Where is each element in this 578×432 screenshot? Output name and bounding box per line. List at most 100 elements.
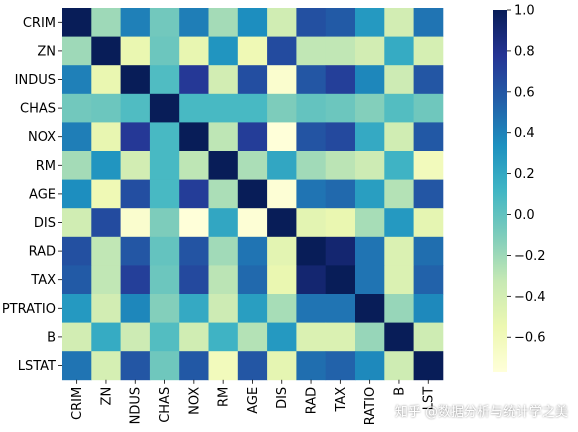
heatmap-cell-ptratio-rm <box>208 294 239 323</box>
heatmap-cell-nox-lstat <box>413 122 444 152</box>
colorbar-tick-label: −0.6 <box>514 331 546 346</box>
heatmap-cell-tax-nox <box>179 265 209 295</box>
heatmap-cell-tax-dis <box>267 265 297 295</box>
heatmap-cell-crim-tax <box>325 8 356 37</box>
heatmap-cell-lstat-rad <box>296 351 327 381</box>
heatmap-cell-rad-rad <box>296 236 327 266</box>
heatmap-cell-dis-chas <box>149 208 180 238</box>
heatmap-cell-zn-rm <box>208 36 239 66</box>
heatmap-cell-indus-tax <box>325 65 356 95</box>
heatmap-cell-rm-age <box>237 151 268 180</box>
y-tick-label: LSTAT <box>18 359 56 374</box>
heatmap-cell-crim-rad <box>296 8 327 37</box>
heatmap-cell-age-crim <box>62 179 92 209</box>
y-tick-label: PTRATIO <box>2 302 56 317</box>
heatmap-cell-nox-zn <box>91 122 121 152</box>
heatmap-cell-chas-tax <box>325 93 356 123</box>
heatmap-cell-dis-dis <box>267 208 297 238</box>
heatmap-cell-ptratio-lstat <box>413 294 444 323</box>
heatmap-cell-tax-b <box>384 265 414 295</box>
heatmap-cell-age-rad <box>296 179 327 209</box>
heatmap-cell-rm-dis <box>267 151 297 180</box>
heatmap-cell-ptratio-crim <box>62 294 92 323</box>
heatmap-cell-zn-nox <box>179 36 209 66</box>
heatmap-cell-b-dis <box>267 322 297 352</box>
watermark: 知乎 @数据分析与统计学之美 <box>394 405 568 420</box>
heatmap-cell-dis-lstat <box>413 208 444 238</box>
y-tick-label: INDUS <box>15 73 56 88</box>
heatmap-cell-crim-ptratio <box>355 8 385 37</box>
heatmap-cell-rad-crim <box>62 236 92 266</box>
heatmap-cell-crim-rm <box>208 8 239 37</box>
heatmap-cell-nox-indus <box>120 122 151 152</box>
x-tick-label: DIS <box>275 387 290 409</box>
y-tick-label: DIS <box>34 216 56 231</box>
heatmap-cell-indus-indus <box>120 65 151 95</box>
heatmap-cell-zn-chas <box>149 36 180 66</box>
heatmap-cell-lstat-tax <box>325 351 356 381</box>
heatmap-cell-lstat-age <box>237 351 268 381</box>
heatmap-cell-age-zn <box>91 179 121 209</box>
heatmap-cell-chas-zn <box>91 93 121 123</box>
heatmap-cell-ptratio-b <box>384 294 414 323</box>
heatmap-cell-b-indus <box>120 322 151 352</box>
heatmap-cell-zn-crim <box>62 36 92 66</box>
heatmap-cell-crim-nox <box>179 8 209 37</box>
colorbar-tick-label: −0.4 <box>514 290 546 305</box>
heatmap-cell-age-chas <box>149 179 180 209</box>
heatmap-cell-lstat-zn <box>91 351 121 381</box>
heatmap-cell-chas-ptratio <box>355 93 385 123</box>
heatmap-cell-ptratio-age <box>237 294 268 323</box>
heatmap-cell-tax-tax <box>325 265 356 295</box>
heatmap-cell-b-chas <box>149 322 180 352</box>
heatmap-cell-indus-chas <box>149 65 180 95</box>
x-tick-label: TAX <box>334 387 349 413</box>
heatmap-cell-dis-ptratio <box>355 208 385 238</box>
heatmap-cell-age-age <box>237 179 268 209</box>
heatmap-cell-nox-crim <box>62 122 92 152</box>
heatmap-cell-b-rm <box>208 322 239 352</box>
heatmap-cell-rm-crim <box>62 151 92 180</box>
heatmap-cell-ptratio-nox <box>179 294 209 323</box>
colorbar-tick-label: −0.2 <box>514 249 546 264</box>
colorbar-tick-label: 0.8 <box>514 44 535 59</box>
x-tick-label: RAD <box>305 387 320 414</box>
heatmap-cell-lstat-dis <box>267 351 297 381</box>
heatmap-cell-ptratio-dis <box>267 294 297 323</box>
heatmap-cell-indus-zn <box>91 65 121 95</box>
heatmap-cell-zn-indus <box>120 36 151 66</box>
heatmap-cell-ptratio-zn <box>91 294 121 323</box>
heatmap-cell-chas-crim <box>62 93 92 123</box>
heatmap-cell-zn-tax <box>325 36 356 66</box>
x-tick-label: LST <box>422 387 437 410</box>
heatmap-cell-rad-lstat <box>413 236 444 266</box>
heatmap-cell-rad-ptratio <box>355 236 385 266</box>
heatmap-cell-dis-rad <box>296 208 327 238</box>
heatmap-cell-lstat-b <box>384 351 414 381</box>
x-tick-label: RM <box>217 387 232 407</box>
heatmap-cell-nox-ptratio <box>355 122 385 152</box>
heatmap-cell-b-crim <box>62 322 92 352</box>
heatmap-cell-b-rad <box>296 322 327 352</box>
heatmap-cell-ptratio-rad <box>296 294 327 323</box>
x-tick-label: NOX <box>187 387 202 415</box>
heatmap-cell-rm-b <box>384 151 414 180</box>
heatmap-cell-lstat-crim <box>62 351 92 381</box>
heatmap-cell-rm-indus <box>120 151 151 180</box>
heatmap-cell-chas-lstat <box>413 93 444 123</box>
heatmap-cell-rm-rad <box>296 151 327 180</box>
heatmap-cell-crim-age <box>237 8 268 37</box>
heatmap-cell-zn-age <box>237 36 268 66</box>
heatmap-cell-age-dis <box>267 179 297 209</box>
y-tick-label: NOX <box>28 130 56 145</box>
heatmap-cell-tax-lstat <box>413 265 444 295</box>
heatmap-cell-indus-dis <box>267 65 297 95</box>
heatmap-cell-zn-dis <box>267 36 297 66</box>
heatmap-cell-crim-lstat <box>413 8 444 37</box>
heatmap-cell-rad-zn <box>91 236 121 266</box>
y-tick-label: CHAS <box>20 102 56 117</box>
heatmap-cell-age-nox <box>179 179 209 209</box>
heatmap-cell-dis-b <box>384 208 414 238</box>
heatmap-cell-chas-b <box>384 93 414 123</box>
